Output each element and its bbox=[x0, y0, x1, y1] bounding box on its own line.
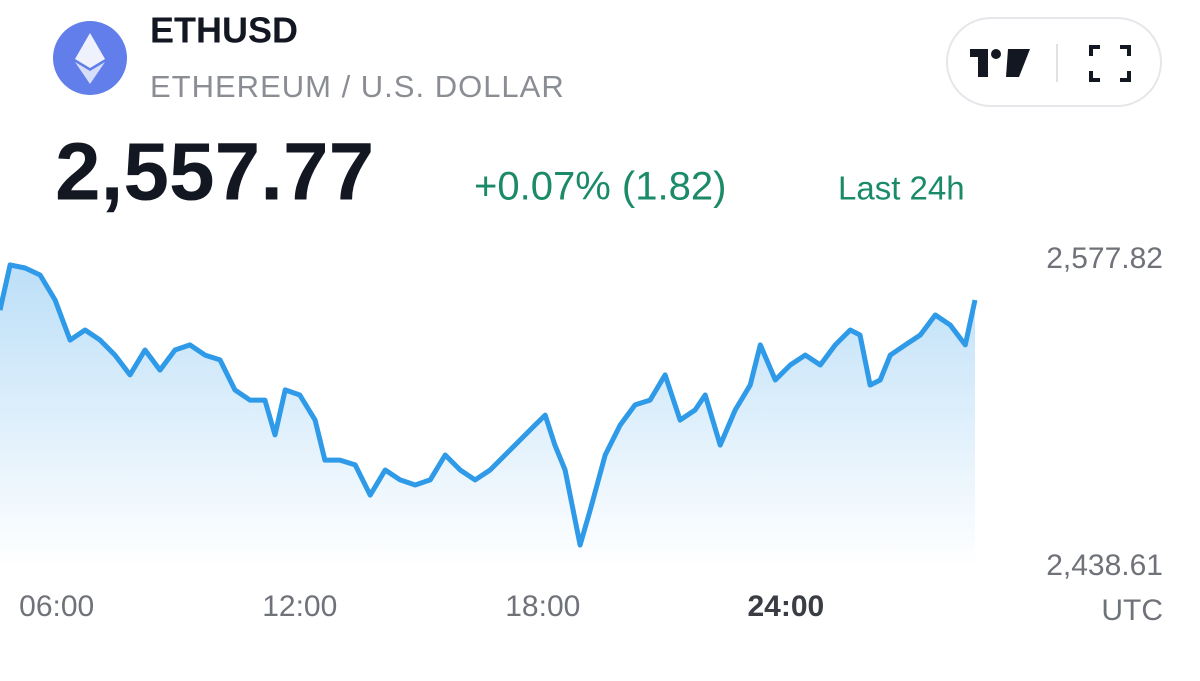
instrument-name: ETHEREUM / U.S. DOLLAR bbox=[150, 69, 565, 104]
x-tick-label: 06:00 bbox=[19, 590, 94, 623]
y-tick-label: 2,577.82 bbox=[1046, 242, 1163, 275]
time-zone: UTC bbox=[1101, 594, 1163, 627]
tradingview-button[interactable] bbox=[970, 49, 1030, 77]
y-tick-label: 2,438.61 bbox=[1046, 549, 1163, 582]
last-price: 2,557.77 bbox=[55, 127, 374, 218]
x-tick-label: 24:00 bbox=[747, 590, 824, 623]
toolbar-pill bbox=[946, 17, 1162, 107]
toolbar bbox=[946, 17, 1162, 107]
eth-logo bbox=[53, 21, 127, 95]
change-period: Last 24h bbox=[838, 170, 965, 207]
symbol: ETHUSD bbox=[150, 10, 298, 51]
x-tick-label: 18:00 bbox=[505, 590, 580, 623]
price-line bbox=[0, 262, 978, 548]
x-tick-label: 12:00 bbox=[262, 590, 337, 623]
price-area bbox=[0, 264, 975, 567]
price-chart: 2,577.82 2,438.61 06:00 12:00 18:00 24:00 bbox=[0, 242, 1163, 623]
price-change: +0.07% (1.82) bbox=[474, 165, 726, 209]
fullscreen-button[interactable] bbox=[1089, 45, 1131, 82]
